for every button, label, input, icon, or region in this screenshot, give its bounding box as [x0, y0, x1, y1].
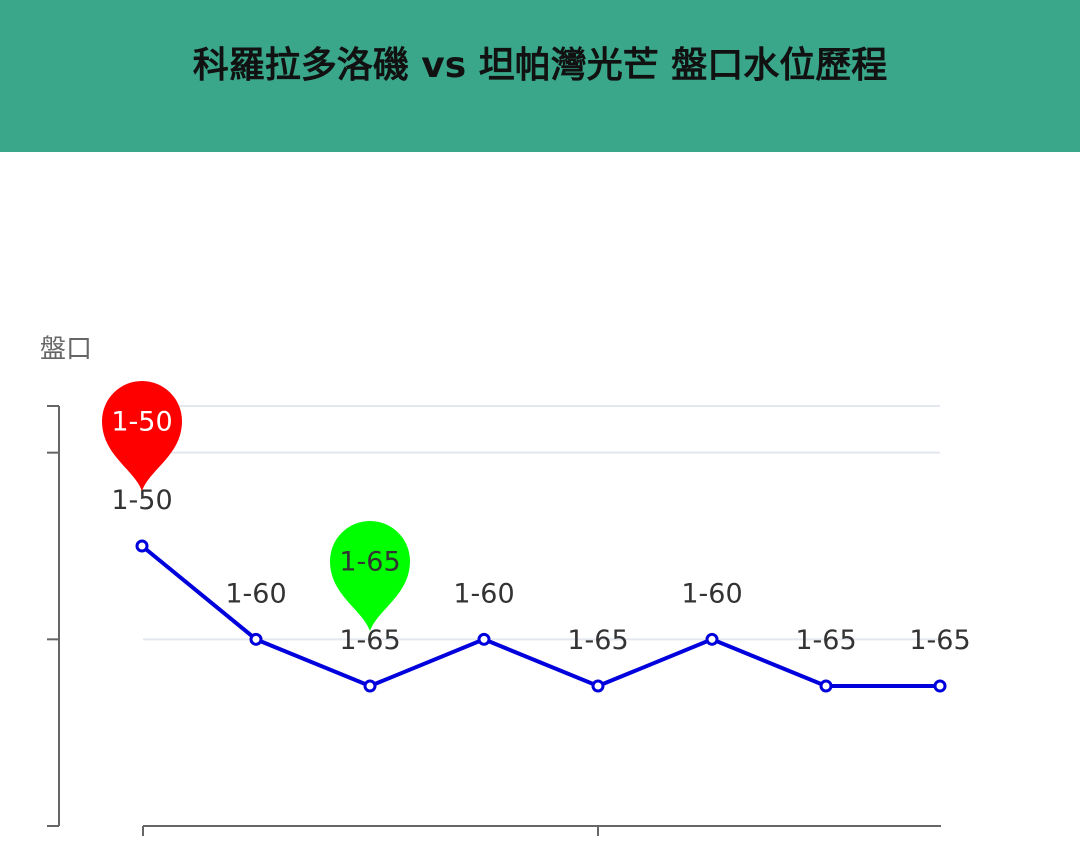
point: [819, 679, 833, 693]
value-label: 1-60: [681, 578, 742, 609]
title: 科羅拉多洛磯 vs 坦帕灣光芒 盤口水位歷程: [192, 45, 888, 86]
point: [135, 539, 149, 553]
point: [363, 679, 377, 693]
pin: [102, 381, 182, 491]
value-label: 1-65: [909, 625, 970, 656]
point: [249, 632, 263, 646]
pin-label: 1-65: [339, 547, 400, 578]
value-label: 1-65: [795, 625, 856, 656]
point: [933, 679, 947, 693]
point: [477, 632, 491, 646]
header: 科羅拉多洛磯 vs 坦帕灣光芒 盤口水位歷程: [0, 0, 1080, 152]
pin: [330, 521, 410, 631]
point: [705, 632, 719, 646]
pin-label: 1-50: [111, 407, 172, 438]
point: [591, 679, 605, 693]
value-label: 1-60: [453, 578, 514, 609]
value-label: 1-65: [567, 625, 628, 656]
line: [140, 544, 940, 689]
y-axis-name: 盤口: [40, 335, 92, 365]
value-label: 1-60: [225, 578, 286, 609]
